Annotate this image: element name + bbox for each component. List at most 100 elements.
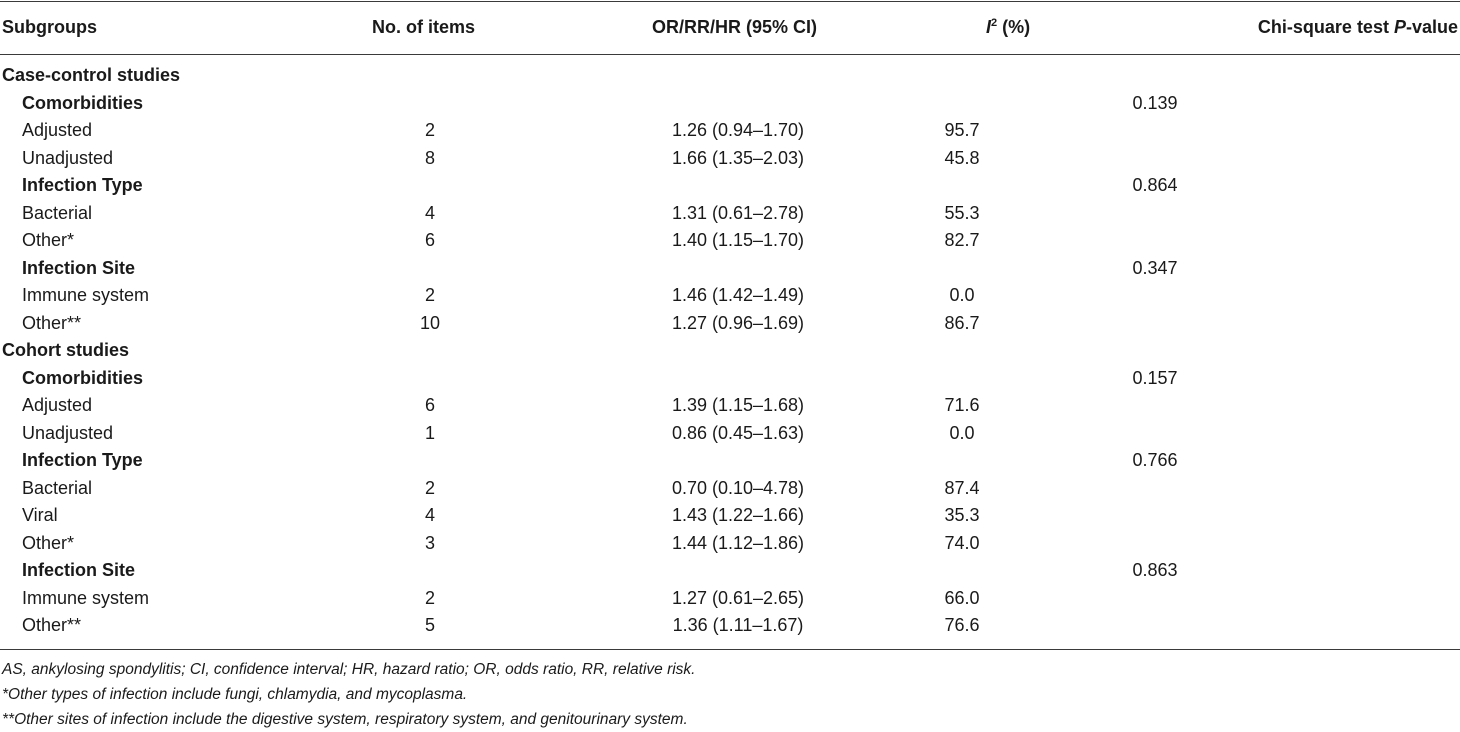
chi-square-p-value-cell — [1110, 392, 1460, 420]
effect-estimate-ci: 1.43 (1.22–1.66) — [671, 505, 805, 526]
row-label: Case-control studies — [2, 65, 181, 86]
item-count-cell — [300, 90, 558, 118]
i2-value-cell: 76.6 — [932, 612, 1110, 640]
row-label: Bacterial — [22, 477, 93, 498]
table-row: Other* 3 1.44 (1.12–1.86) 74.0 — [0, 530, 1460, 558]
item-count: 4 — [424, 505, 435, 526]
header-i2-sup: 2 — [991, 17, 998, 29]
chi-square-p-value-cell: 0.139 — [1110, 90, 1460, 118]
i2-value: 66.0 — [944, 587, 980, 608]
header-rule — [0, 54, 1460, 55]
chi-square-p-value-cell — [1110, 475, 1460, 503]
top-rule — [0, 1, 1460, 2]
i2-value-cell: 82.7 — [932, 227, 1110, 255]
i2-value: 95.7 — [944, 120, 980, 141]
table-row: Other** 10 1.27 (0.96–1.69) 86.7 — [0, 310, 1460, 338]
i2-value: 55.3 — [944, 202, 980, 223]
header-chi-square-p: Chi-square test P-value — [1258, 0, 1458, 54]
item-count-cell — [300, 172, 558, 200]
item-count: 2 — [424, 477, 435, 498]
chi-square-p-value-cell — [1110, 420, 1460, 448]
footnote-abbreviations: AS, ankylosing spondylitis; CI, confiden… — [2, 661, 696, 678]
header-i2: I2 (%) — [986, 0, 1030, 54]
i2-value-cell: 87.4 — [932, 475, 1110, 503]
table-row: Adjusted 6 1.39 (1.15–1.68) 71.6 — [0, 392, 1460, 420]
table-row: Adjusted 2 1.26 (0.94–1.70) 95.7 — [0, 117, 1460, 145]
header-i2-unit: (%) — [1002, 17, 1031, 37]
header-chi-suffix: -value — [1405, 17, 1458, 37]
chi-square-p-value-cell — [1110, 502, 1460, 530]
chi-square-p-value-cell — [1110, 337, 1460, 365]
item-count: 2 — [424, 587, 435, 608]
item-count: 6 — [424, 395, 435, 416]
item-count-cell: 8 — [300, 145, 558, 173]
row-label: Immune system — [22, 587, 150, 608]
effect-estimate-ci-cell: 1.40 (1.15–1.70) — [558, 227, 932, 255]
header-chi-p: P — [1393, 17, 1406, 37]
item-count: 5 — [424, 615, 435, 636]
i2-value-cell — [932, 447, 1110, 475]
effect-estimate-ci-cell: 1.31 (0.61–2.78) — [558, 200, 932, 228]
effect-estimate-ci-cell: 1.39 (1.15–1.68) — [558, 392, 932, 420]
item-count-cell: 4 — [300, 200, 558, 228]
row-label: Infection Type — [22, 450, 143, 471]
effect-estimate-ci: 1.44 (1.12–1.86) — [671, 532, 805, 553]
table-row: Immune system 2 1.46 (1.42–1.49) 0.0 — [0, 282, 1460, 310]
item-count-cell — [300, 447, 558, 475]
table-row: Immune system 2 1.27 (0.61–2.65) 66.0 — [0, 585, 1460, 613]
item-count-cell — [300, 62, 558, 90]
chi-square-p-value: 0.766 — [1132, 450, 1178, 471]
effect-estimate-ci-cell: 1.27 (0.61–2.65) — [558, 585, 932, 613]
effect-estimate-ci-cell: 1.66 (1.35–2.03) — [558, 145, 932, 173]
table-subgroup-row: Infection Type 0.864 — [0, 172, 1460, 200]
effect-estimate-ci-cell — [558, 90, 932, 118]
row-label: Other* — [22, 230, 75, 251]
item-count-cell: 1 — [300, 420, 558, 448]
chi-square-p-value-cell: 0.864 — [1110, 172, 1460, 200]
effect-estimate-ci-cell: 1.27 (0.96–1.69) — [558, 310, 932, 338]
table-row: Bacterial 4 1.31 (0.61–2.78) 55.3 — [0, 200, 1460, 228]
i2-value-cell: 45.8 — [932, 145, 1110, 173]
row-label: Bacterial — [22, 202, 93, 223]
table-group-row: Cohort studies — [0, 337, 1460, 365]
item-count-cell: 2 — [300, 585, 558, 613]
item-count: 10 — [419, 312, 441, 333]
item-count-cell — [300, 365, 558, 393]
i2-value-cell — [932, 172, 1110, 200]
effect-estimate-ci: 1.26 (0.94–1.70) — [671, 120, 805, 141]
i2-value-cell: 35.3 — [932, 502, 1110, 530]
item-count-cell: 2 — [300, 117, 558, 145]
effect-estimate-ci-cell — [558, 255, 932, 283]
i2-value-cell: 66.0 — [932, 585, 1110, 613]
i2-value: 86.7 — [944, 312, 980, 333]
i2-value: 76.6 — [944, 615, 980, 636]
i2-value: 74.0 — [944, 532, 980, 553]
i2-value-cell: 95.7 — [932, 117, 1110, 145]
row-label: Cohort studies — [2, 340, 130, 361]
row-label: Other* — [22, 532, 75, 553]
item-count-cell — [300, 337, 558, 365]
effect-estimate-ci-cell — [558, 365, 932, 393]
table-subgroup-row: Infection Site 0.863 — [0, 557, 1460, 585]
item-count: 8 — [424, 147, 435, 168]
chi-square-p-value: 0.863 — [1132, 560, 1178, 581]
i2-value: 71.6 — [944, 395, 980, 416]
effect-estimate-ci-cell — [558, 337, 932, 365]
chi-square-p-value-cell: 0.347 — [1110, 255, 1460, 283]
footnote-infection-sites: **Other sites of infection include the d… — [2, 711, 688, 728]
chi-square-p-value: 0.347 — [1132, 257, 1178, 278]
i2-value-cell: 0.0 — [932, 282, 1110, 310]
item-count: 3 — [424, 532, 435, 553]
row-label: Infection Site — [22, 560, 136, 581]
chi-square-p-value-cell — [1110, 145, 1460, 173]
item-count-cell — [300, 557, 558, 585]
header-no-of-items: No. of items — [372, 17, 476, 37]
row-label: Unadjusted — [22, 147, 114, 168]
item-count: 4 — [424, 202, 435, 223]
i2-value: 87.4 — [944, 477, 980, 498]
i2-value-cell: 86.7 — [932, 310, 1110, 338]
effect-estimate-ci: 1.39 (1.15–1.68) — [671, 395, 805, 416]
effect-estimate-ci: 1.27 (0.96–1.69) — [671, 312, 805, 333]
header-effect-ci: OR/RR/HR (95% CI) — [652, 17, 818, 37]
